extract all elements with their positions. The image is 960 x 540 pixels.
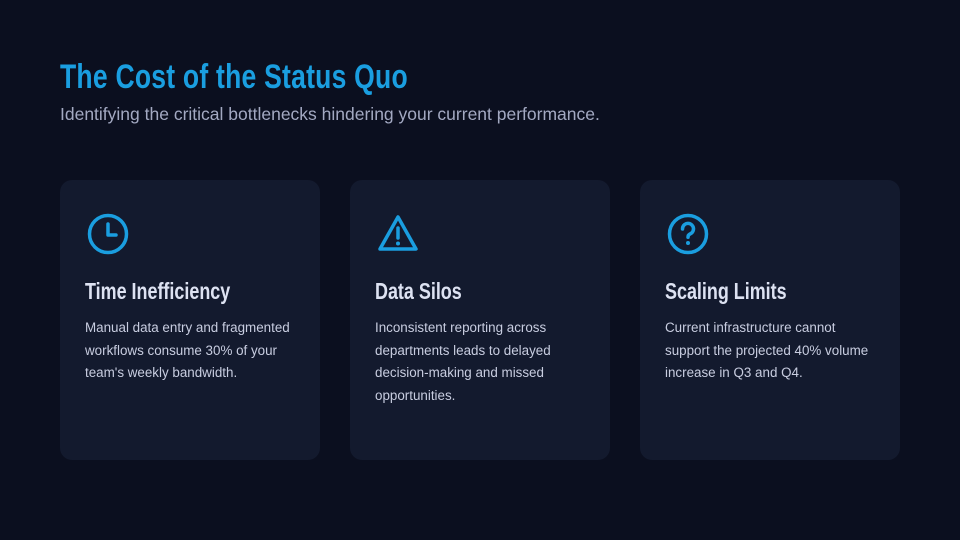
- card-data-silos: Data Silos Inconsistent reporting across…: [350, 180, 610, 460]
- warning-triangle-icon: [378, 215, 418, 251]
- page-subtitle: Identifying the critical bottlenecks hin…: [60, 104, 600, 124]
- page-title: The Cost of the Status Quo: [60, 58, 408, 96]
- card-title: Scaling Limits: [665, 278, 787, 304]
- card-body: Current infrastructure cannot support th…: [665, 320, 869, 381]
- card-title: Time Inefficiency: [85, 278, 231, 304]
- card-body: Inconsistent reporting across department…: [375, 320, 551, 404]
- card-title: Data Silos: [375, 278, 462, 304]
- card-time-inefficiency: Time Inefficiency Manual data entry and …: [60, 180, 320, 460]
- card-scaling-limits: Scaling Limits Current infrastructure ca…: [640, 180, 900, 460]
- clock-icon: [87, 213, 129, 255]
- question-circle-icon: [667, 213, 709, 255]
- card-body: Manual data entry and fragmented workflo…: [85, 320, 290, 381]
